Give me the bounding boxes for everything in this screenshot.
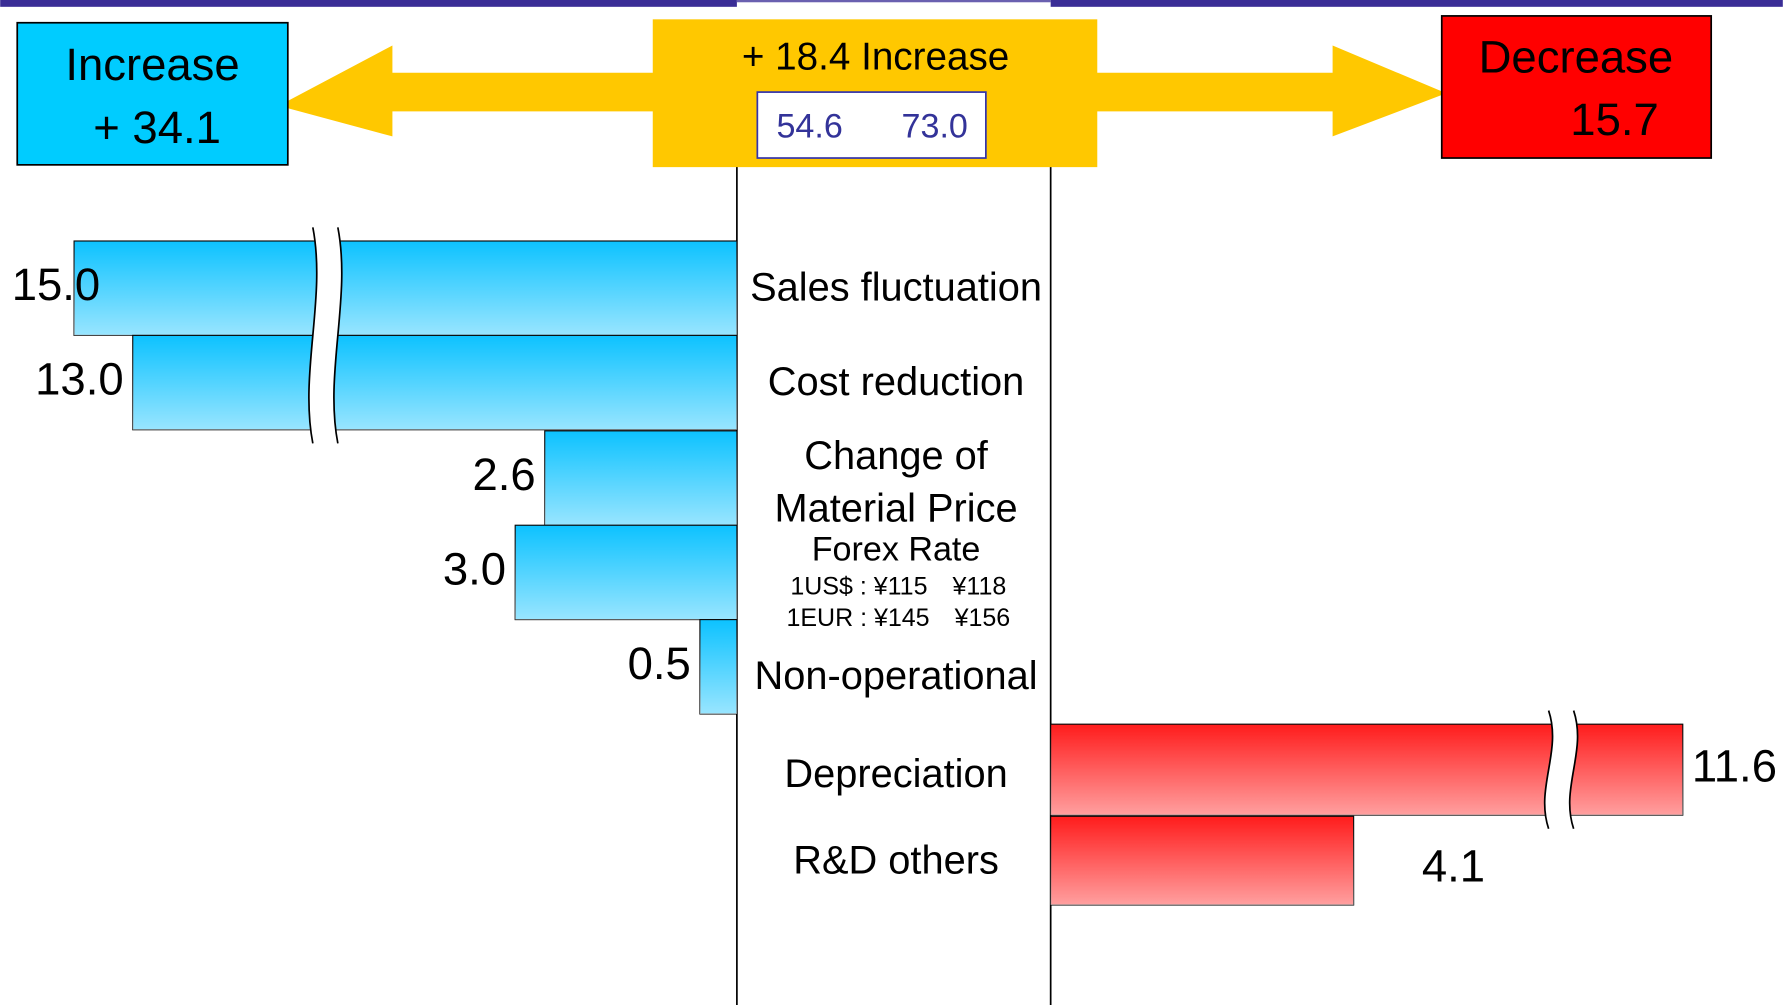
increase-box	[16, 21, 289, 166]
value-label: 11.6	[1692, 741, 1777, 792]
center-to: 73.0	[902, 107, 968, 145]
axis-break	[1568, 710, 1579, 830]
value-label: 3.0	[443, 543, 506, 594]
bar-shine	[544, 430, 737, 526]
axis-break	[308, 227, 318, 444]
bar-shine	[515, 525, 737, 620]
decrease-total: 15.7	[1570, 94, 1659, 145]
category-label: Forex Rate	[812, 530, 981, 568]
center-from: 54.6	[776, 107, 842, 145]
center-label: + 18.4 Increase	[742, 35, 1009, 78]
value-label: 13.0	[35, 354, 124, 405]
value-label: 4.1	[1422, 841, 1485, 892]
forex-note: 1US$ : ¥115 ¥118	[790, 572, 1006, 600]
bar-shine	[699, 619, 737, 714]
category-label: Change of Material Price	[774, 434, 1017, 530]
bar-shine	[1050, 816, 1354, 905]
value-label: 2.6	[472, 449, 535, 500]
axis-break	[333, 227, 343, 444]
value-label: 0.5	[628, 638, 691, 689]
increase-label: Increase	[65, 39, 239, 90]
decrease-box	[1440, 15, 1713, 159]
bar-shine	[132, 335, 737, 430]
increase-total: + 34.1	[93, 102, 221, 153]
axis-break	[1543, 710, 1554, 830]
top-band	[1050, 0, 1783, 7]
bar-shine	[74, 241, 737, 336]
top-band	[736, 0, 1051, 3]
category-label: Non-operational	[755, 654, 1038, 698]
forex-note: 1EUR : ¥145 ¥156	[786, 604, 1010, 632]
category-label: R&D others	[793, 838, 999, 882]
category-label: Sales fluctuation	[750, 265, 1042, 309]
category-label: Depreciation	[784, 752, 1007, 796]
bar-shine	[1050, 724, 1683, 816]
category-label: Cost reduction	[768, 360, 1025, 404]
center-inner-box	[756, 91, 987, 159]
top-band	[0, 0, 737, 7]
decrease-label: Decrease	[1479, 31, 1674, 82]
value-label: 15.0	[12, 259, 101, 310]
